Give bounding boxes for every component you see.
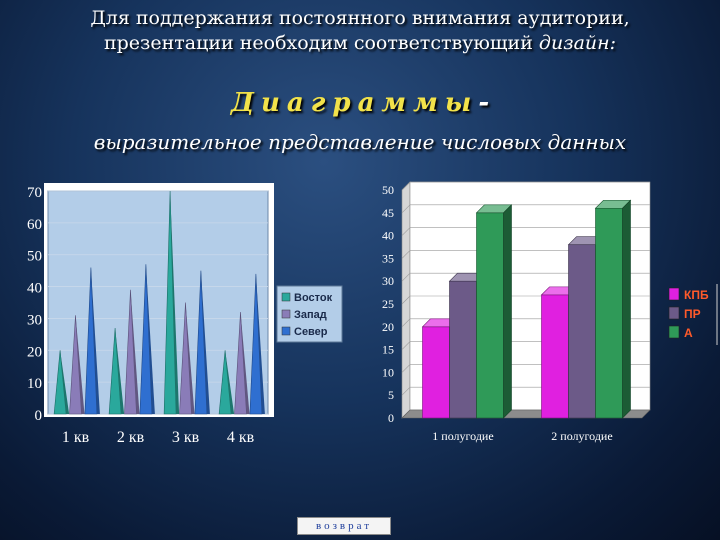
chart-1-spike-side	[145, 264, 155, 414]
chart-1-spike-Север	[249, 273, 263, 415]
chart-2-y-tick: 5	[388, 388, 394, 402]
back-button[interactable]: возврат	[297, 517, 391, 535]
chart-1-y-tick: 70	[27, 185, 42, 201]
chart-2-legend: КПБ ПР А	[668, 284, 718, 345]
chart-2-y-tick: 20	[382, 320, 394, 334]
chart-1-y-tick: 50	[27, 249, 42, 265]
chart-2-y-tick: 15	[382, 343, 394, 357]
chart-1-spike-side	[185, 302, 195, 414]
chart-2-y-tick: 30	[382, 274, 394, 288]
chart-2-grid-side	[401, 204, 411, 214]
chart-1-y-tick: 20	[27, 344, 42, 360]
title-line-2: презентации необходим соответствующий ди…	[0, 31, 720, 56]
chart-1-legend-swatch	[281, 309, 291, 319]
chart-2-bar-А	[476, 212, 504, 419]
chart-1-spike-side	[115, 327, 125, 414]
chart-2-grid-side	[401, 181, 411, 191]
chart-1-plot-area	[47, 190, 269, 415]
chart-1: 0 10 20 30 40 50 60 70 1 кв 2 кв 3 кв 4 кв Восток Зап…	[27, 183, 343, 446]
chart-1-spike-side	[90, 267, 100, 414]
chart-2: 0 5 10 15 20 25 30 35 40 45 50 1 полугодие 2 полугод…	[382, 181, 718, 443]
chart-2-bar-ПР	[449, 280, 477, 419]
heading: Диаграммы-	[0, 88, 720, 118]
chart-2-grid-side	[401, 227, 411, 236]
title-line-2-text: презентации необходим соответствующий	[103, 32, 539, 54]
chart-2-grid-side	[401, 364, 411, 373]
chart-1-y-tick: 0	[35, 408, 43, 424]
chart-2-y-tick: 10	[382, 365, 394, 379]
chart-2-y-tick: 50	[382, 183, 394, 197]
chart-1-legend-swatch	[281, 326, 291, 336]
chart-2-grid-side	[401, 295, 411, 305]
heading-text: Диаграммы	[230, 88, 479, 118]
chart-2-legend-swatch	[668, 287, 680, 301]
chart-2-bar-А	[595, 207, 623, 419]
chart-2-bar-side	[503, 204, 512, 419]
chart-2-grid-side	[401, 318, 411, 328]
chart-1-spike-side	[255, 273, 265, 414]
chart-1-spike-side	[240, 312, 250, 414]
chart-2-legend-label: КПБ	[684, 288, 709, 302]
heading-dash: -	[478, 88, 490, 118]
chart-1-spike-side	[130, 289, 140, 414]
subheading: выразительное представление числовых дан…	[93, 130, 627, 154]
chart-1-y-tick: 40	[27, 281, 42, 297]
chart-2-y-tick: 35	[382, 251, 394, 265]
chart-2-bar-КПБ	[422, 326, 450, 419]
chart-2-bar-side	[622, 199, 631, 419]
chart-2-y-tick: 45	[382, 206, 394, 220]
chart-2-bar-ПР	[568, 244, 596, 419]
chart-1-y-tick: 30	[27, 312, 42, 328]
chart-2-grid-side	[401, 272, 411, 282]
chart-1-legend: Восток Запад Север	[276, 285, 343, 343]
title-line-2-emphasis: дизайн:	[538, 32, 617, 54]
chart-1-y-tick: 60	[27, 217, 42, 233]
chart-2-grid-side	[401, 386, 411, 396]
chart-2-bar-КПБ	[541, 294, 569, 419]
chart-1-x-tick: 2 кв	[117, 429, 145, 446]
chart-1-legend-swatch	[281, 292, 291, 302]
chart-1-x-tick: 4 кв	[227, 429, 255, 446]
chart-1-x-tick: 3 кв	[172, 429, 200, 446]
chart-2-x-tick: 2 полугодие	[551, 429, 612, 443]
title-line-1: Для поддержания постоянного внимания ауд…	[90, 7, 630, 29]
chart-1-spike-side	[60, 350, 70, 414]
chart-1-y-tick: 10	[27, 376, 42, 392]
chart-1-spike-side	[75, 315, 85, 414]
chart-2-grid-side	[401, 250, 411, 259]
chart-1-x-tick: 1 кв	[62, 429, 90, 446]
chart-2-legend-swatch	[668, 325, 680, 339]
chart-1-legend-label: Запад	[294, 309, 327, 321]
chart-2-y-tick: 25	[382, 297, 394, 311]
chart-2-legend-label: ПР	[684, 307, 701, 321]
chart-2-x-tick: 1 полугодие	[432, 429, 493, 443]
slide-title: Для поддержания постоянного внимания ауд…	[0, 6, 720, 56]
chart-1-spike-side	[225, 350, 235, 414]
chart-2-legend-swatch	[668, 306, 680, 320]
chart-2-y-tick: 40	[382, 229, 394, 243]
chart-1-spike-side	[200, 270, 210, 414]
chart-1-legend-label: Север	[294, 326, 328, 338]
chart-2-grid-side	[401, 341, 411, 350]
chart-1-legend-label: Восток	[294, 292, 333, 304]
chart-2-legend-label: А	[684, 326, 693, 340]
chart-2-y-tick: 0	[388, 411, 394, 425]
chart-1-spike-side	[170, 191, 180, 414]
